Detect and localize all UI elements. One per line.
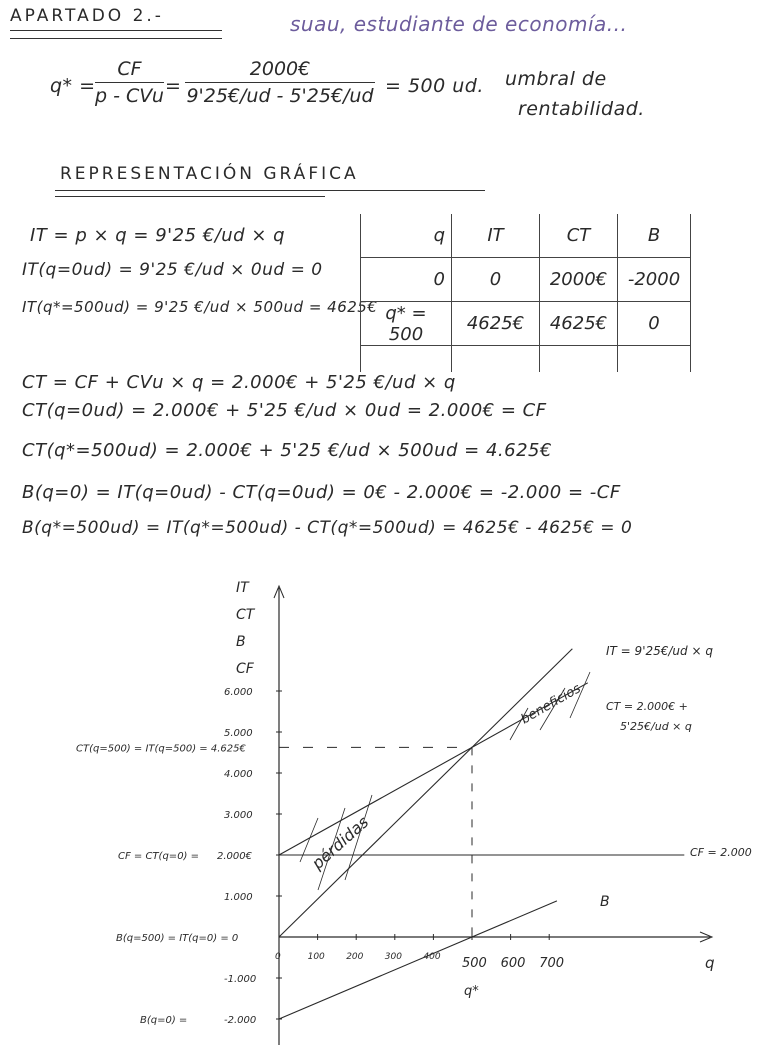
- cell: [360, 345, 452, 372]
- x-tick-label: 500: [462, 956, 487, 971]
- x-axis-arrow-icon: [699, 931, 714, 943]
- cell: 0: [451, 257, 540, 302]
- annotation-0: B(q=500) = IT(q=0) = 0: [116, 933, 238, 944]
- b-series-label: B: [600, 894, 610, 910]
- denominator: 9'25€/ud - 5'25€/ud: [186, 85, 374, 107]
- profit-region-label: beneficios: [519, 681, 584, 727]
- y-tick-label: 2.000€: [217, 851, 253, 862]
- y-tick-label: -2.000: [224, 1015, 256, 1026]
- col-it: IT: [451, 214, 540, 258]
- fraction-values: 2000€ 9'25€/ud - 5'25€/ud: [185, 58, 375, 107]
- y-tick-label: -1.000: [224, 974, 256, 985]
- it-equation: IT = p × q = 9'25 €/ud × q: [30, 225, 286, 246]
- cell: q* = 500: [360, 301, 452, 346]
- col-b: B: [617, 214, 691, 258]
- x-axis-label: q: [705, 954, 715, 972]
- y-axis-label: CF: [236, 661, 255, 677]
- underline: [55, 190, 485, 191]
- denominator: p - CVu: [95, 85, 164, 107]
- ct-equation: CT(q*=500ud) = 2.000€ + 5'25 €/ud × 500u…: [22, 440, 552, 461]
- annotation-2000: CF = CT(q=0) =: [118, 851, 199, 862]
- it-series-label: IT = 9'25€/ud × q: [606, 644, 713, 658]
- cell: [539, 345, 618, 372]
- underline: [10, 30, 222, 31]
- values-table: q IT CT B 0 0 2000€ -2000 q* = 500 4625€…: [360, 214, 691, 372]
- underline: [55, 196, 325, 197]
- threshold-label-1: umbral de: [505, 68, 607, 90]
- numerator: CF: [95, 58, 164, 83]
- underline: [10, 38, 222, 39]
- y-tick-label: 5.000: [224, 728, 253, 739]
- cell: 4625€: [539, 301, 618, 346]
- x-tick-label: 0: [275, 952, 281, 962]
- series-line: [278, 648, 573, 938]
- y-tick-label: 4.000: [224, 769, 253, 780]
- profit-hatch: [569, 671, 591, 719]
- cell: 0: [617, 301, 691, 346]
- b-equation: B(q=0) = IT(q=0ud) - CT(q=0ud) = 0€ - 2.…: [22, 482, 621, 503]
- profit-hatch: [539, 687, 566, 731]
- x-tick-label: 700: [539, 956, 564, 971]
- qstar-tick-label: q*: [464, 984, 479, 999]
- annotation-4625: CT(q=500) = IT(q=500) = 4.625€: [76, 743, 246, 754]
- y-tick-label: 3.000: [224, 810, 253, 821]
- it-equation: IT(q*=500ud) = 9'25 €/ud × 500ud = 4625€: [22, 298, 378, 316]
- ct-equation: CT = CF + CVu × q = 2.000€ + 5'25 €/ud ×…: [22, 372, 456, 393]
- b-equation: B(q*=500ud) = IT(q*=500ud) - CT(q*=500ud…: [22, 518, 633, 538]
- x-tick-label: 200: [346, 952, 363, 962]
- table-row: [360, 345, 691, 372]
- qstar-label: q* =: [50, 75, 96, 97]
- y-axis-label: B: [236, 634, 246, 650]
- cell: 4625€: [451, 301, 540, 346]
- loss-hatch: [299, 817, 319, 863]
- cell: [617, 345, 691, 372]
- x-tick-label: 400: [423, 952, 440, 962]
- threshold-label-2: rentabilidad.: [518, 98, 645, 120]
- student-note: suau, estudiante de economía...: [290, 12, 628, 36]
- y-axis-label: CT: [236, 607, 256, 623]
- y-axis-label: IT: [236, 580, 250, 596]
- breakeven-result: = 500 ud.: [385, 75, 484, 97]
- graph-title: REPRESENTACIÓN GRÁFICA: [60, 164, 359, 184]
- section-title: APARTADO 2.-: [10, 6, 164, 26]
- y-axis-arrow-icon: [273, 584, 285, 599]
- table-row: q* = 500 4625€ 4625€ 0: [360, 301, 691, 346]
- fraction-cf: CF p - CVu: [95, 58, 164, 107]
- ct-series-label: 5'25€/ud × q: [620, 720, 692, 733]
- cf-series-label: CF = 2.000: [690, 846, 752, 859]
- x-tick-label: 300: [385, 952, 402, 962]
- y-tick-label: 1.000: [224, 892, 253, 903]
- loss-hatch: [317, 807, 346, 891]
- profit-hatch: [509, 707, 529, 741]
- cell: [451, 345, 540, 372]
- ct-equation: CT(q=0ud) = 2.000€ + 5'25 €/ud × 0ud = 2…: [22, 400, 547, 421]
- it-equation: IT(q=0ud) = 9'25 €/ud × 0ud = 0: [22, 260, 323, 280]
- x-tick-label: 100: [308, 952, 325, 962]
- x-tick-label: 600: [501, 956, 526, 971]
- ct-series-label: CT = 2.000€ +: [606, 700, 688, 713]
- loss-hatch: [344, 794, 373, 881]
- series-line: [278, 682, 589, 856]
- numerator: 2000€: [185, 58, 375, 83]
- equals: =: [165, 75, 182, 97]
- series-line: [278, 900, 558, 1020]
- cell: -2000: [617, 257, 691, 302]
- annotation-m2000: B(q=0) =: [140, 1015, 187, 1026]
- y-tick-label: 6.000: [224, 687, 253, 698]
